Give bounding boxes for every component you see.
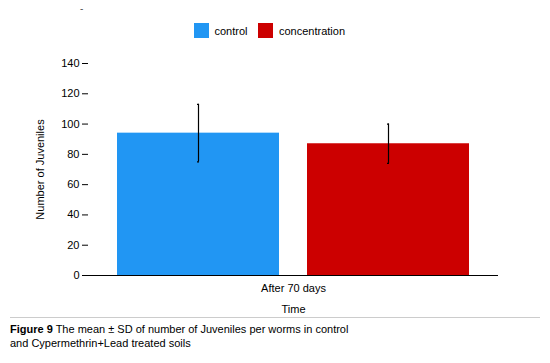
svg-text:20: 20 (67, 238, 79, 250)
svg-text:After 70 days: After 70 days (261, 282, 326, 294)
html-text:concentration: concentration (279, 24, 345, 37)
svg-text:40: 40 (67, 208, 79, 220)
svg-text:140: 140 (61, 57, 79, 69)
html-text:Figure 9 The mean ± SD of numb: Figure 9 The mean ± SD of number of Juve… (10, 322, 349, 349)
svg-text:80: 80 (67, 147, 79, 159)
svg-text:100: 100 (61, 117, 79, 129)
svg-text:120: 120 (61, 87, 79, 99)
svg-text:0: 0 (73, 269, 79, 281)
svg-text:60: 60 (67, 178, 79, 190)
svg-text:Time: Time (281, 302, 305, 314)
html-text:control: control (214, 24, 248, 37)
svg-text:Number of Juveniles: Number of Juveniles (34, 118, 46, 219)
